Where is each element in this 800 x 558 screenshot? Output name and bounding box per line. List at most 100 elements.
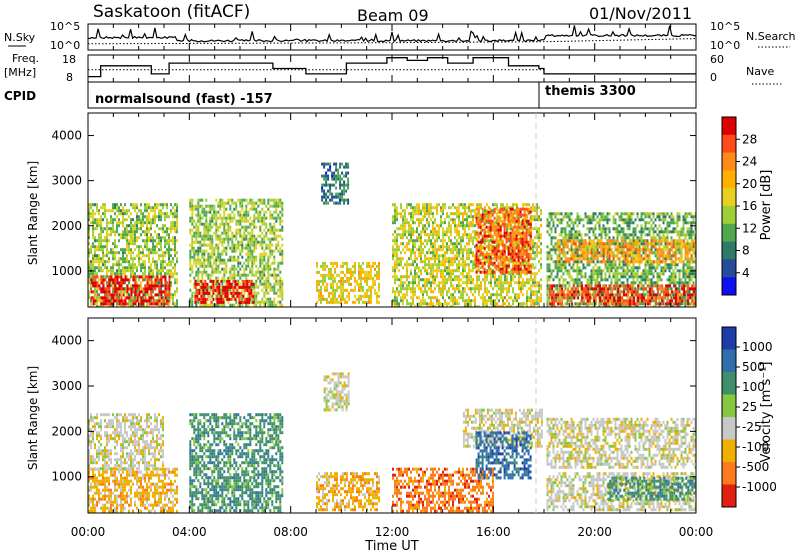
power-cell (267, 268, 269, 271)
power-cell (434, 275, 436, 278)
power-cell (108, 269, 110, 272)
power-cell (482, 299, 484, 302)
power-cell (170, 260, 172, 263)
power-cell (516, 226, 518, 229)
power-cell (468, 209, 470, 212)
power-cell (146, 215, 148, 218)
power-cell (138, 251, 140, 254)
power-cell (512, 299, 514, 302)
power-cell (269, 226, 271, 229)
power-cell (100, 230, 102, 233)
power-cell (215, 220, 217, 223)
power-cell (406, 287, 408, 290)
power-cell (174, 290, 176, 293)
power-cell (189, 217, 191, 220)
power-cell (524, 220, 526, 223)
power-cell (206, 286, 208, 289)
power-cell (224, 289, 226, 292)
power-cell (468, 299, 470, 302)
power-cell (269, 211, 271, 214)
power-cell (478, 247, 480, 250)
power-cell (152, 251, 154, 254)
power-cell (253, 238, 255, 241)
power-cell (327, 190, 329, 193)
power-cell (412, 218, 414, 221)
power-cell (112, 266, 114, 269)
power-cell (96, 254, 98, 257)
power-cell (227, 244, 229, 247)
power-cell (464, 233, 466, 236)
power-cell (530, 217, 532, 220)
power-cell (328, 295, 330, 298)
power-cell (213, 232, 215, 235)
power-cell (197, 205, 199, 208)
power-cell (281, 250, 283, 253)
power-cell (261, 232, 263, 235)
power-cell (478, 241, 480, 244)
power-cell (442, 257, 444, 260)
power-cell (494, 293, 496, 296)
power-cell (116, 209, 118, 212)
power-cell (110, 248, 112, 251)
power-cell (154, 266, 156, 269)
power-cell (199, 247, 201, 250)
power-cell (426, 209, 428, 212)
power-cell (176, 227, 178, 230)
power-cell (158, 227, 160, 230)
power-cell (547, 302, 549, 305)
power-cell (140, 251, 142, 254)
power-cell (209, 247, 211, 250)
power-cell (114, 230, 116, 233)
power-cell (335, 196, 337, 199)
power-cell (530, 223, 532, 226)
power-cell (500, 250, 502, 253)
nsearch-label: N.Search (746, 30, 796, 43)
power-cell (267, 202, 269, 205)
power-cell (416, 272, 418, 275)
power-cell (436, 272, 438, 275)
power-cell (196, 295, 198, 298)
power-cell (339, 196, 341, 199)
power-cell (98, 242, 100, 245)
power-cell (416, 263, 418, 266)
power-cell (281, 298, 283, 301)
power-cell (113, 299, 115, 302)
power-cell (211, 271, 213, 274)
power-cell (516, 235, 518, 238)
power-cell (410, 287, 412, 290)
power-cell (462, 269, 464, 272)
power-cell (235, 244, 237, 247)
power-cell (342, 283, 344, 286)
power-cell (516, 281, 518, 284)
power-cell (524, 253, 526, 256)
power-cell (508, 271, 510, 274)
power-cell (526, 208, 528, 211)
power-cell (472, 221, 474, 224)
power-cell (428, 239, 430, 242)
power-cell (512, 287, 514, 290)
power-cell (528, 299, 530, 302)
power-cell (538, 236, 540, 239)
power-cell (335, 193, 337, 196)
power-cell (94, 227, 96, 230)
power-cell (241, 304, 243, 307)
power-cell (205, 265, 207, 268)
power-cell (500, 217, 502, 220)
power-cell (222, 286, 224, 289)
power-cell (134, 272, 136, 275)
power-cell (213, 208, 215, 211)
power-cell (239, 253, 241, 256)
power-cell (113, 287, 115, 290)
power-cell (207, 274, 209, 277)
power-cell (402, 266, 404, 269)
power-cell (265, 235, 267, 238)
power-cell (332, 292, 334, 295)
power-cell (422, 260, 424, 263)
power-cell (462, 263, 464, 266)
power-cell (426, 206, 428, 209)
power-cell (235, 202, 237, 205)
power-cell (203, 214, 205, 217)
power-cell (146, 236, 148, 239)
power-cell (170, 239, 172, 242)
power-cell (95, 281, 97, 284)
